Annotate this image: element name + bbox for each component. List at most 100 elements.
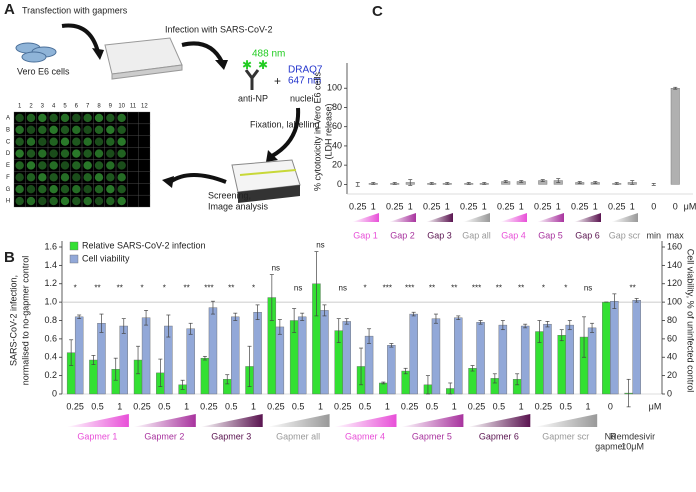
dose-label: 0.25 [460, 201, 478, 211]
well-signal [83, 113, 92, 123]
bar [498, 324, 508, 395]
arrow-head [266, 150, 278, 162]
unit-label: μM [684, 201, 696, 211]
bar [587, 327, 597, 395]
group-label: Gapmer scr [542, 431, 589, 441]
group-label: max [667, 230, 685, 240]
dose-wedge [500, 213, 527, 222]
y-tick-label: 1.4 [44, 260, 57, 270]
y-tick-label: 40 [332, 140, 342, 150]
dose-label: 1 [556, 201, 561, 211]
well-signal [15, 173, 24, 182]
well-signal [15, 137, 24, 146]
y-tick-label: 1.6 [44, 241, 57, 251]
significance-label: ** [94, 283, 100, 292]
significance-label: * [542, 283, 545, 292]
well-signal [38, 173, 47, 182]
bar [253, 312, 262, 395]
dose-label: 1 [117, 401, 122, 411]
well-signal [26, 137, 36, 146]
column-label: 11 [130, 104, 137, 110]
well-signal [83, 125, 92, 135]
dose-label: 1 [593, 201, 598, 211]
bar [670, 88, 680, 185]
fluor-icon: ✱ [258, 58, 268, 72]
well-signal [106, 161, 115, 170]
bar [186, 328, 195, 395]
well-signal [72, 196, 81, 206]
well-signal [38, 196, 47, 206]
dose-label: 0.25 [66, 401, 84, 411]
dose-label: 0.25 [535, 401, 553, 411]
wavelength-label: 488 nm [252, 49, 285, 60]
nuclei-label: nuclei [290, 93, 314, 103]
y-tick-label: 0.8 [44, 315, 57, 325]
error-bar [519, 180, 524, 183]
bar [297, 316, 307, 395]
well-signal [72, 161, 81, 170]
dose-label: 1 [519, 201, 524, 211]
group-label: Gapmer 5 [412, 431, 452, 441]
column-label: 9 [109, 104, 113, 110]
error-bar [500, 320, 505, 331]
error-bar [515, 373, 520, 386]
well-signal [60, 149, 70, 158]
group-label: Gapmer 4 [345, 431, 385, 441]
significance-label: * [363, 283, 366, 292]
group-label: 10μM [621, 441, 644, 451]
bar [231, 316, 240, 395]
group-label: Gap 4 [501, 230, 526, 240]
arrow-head [92, 48, 104, 60]
error-bar [651, 183, 656, 186]
legend-label: Relative SARS-CoV-2 infection [82, 240, 206, 250]
group-label: Remdesivir [610, 431, 655, 441]
dose-label: 0.25 [534, 201, 552, 211]
dose-wedge [426, 213, 453, 222]
dose-wedge [400, 414, 464, 427]
dose-wedge [389, 213, 416, 222]
well-signal [72, 125, 81, 135]
y-tick-label: 0 [52, 388, 57, 398]
well-signal [83, 196, 92, 206]
dose-label: 1 [452, 401, 457, 411]
well-signal [106, 137, 115, 146]
step-label: Screening, [208, 190, 251, 200]
well-signal [26, 125, 36, 135]
group-label: Gap scr [609, 230, 641, 240]
error-bar [99, 313, 104, 333]
row-label: F [6, 175, 10, 181]
error-bar [322, 304, 327, 317]
bar [476, 322, 485, 395]
error-bar [389, 343, 394, 348]
well-signal [49, 113, 58, 123]
significance-label: *** [472, 283, 481, 292]
well-signal [38, 113, 47, 123]
error-bar [158, 358, 163, 387]
bar [320, 310, 329, 395]
well-signal [26, 161, 36, 170]
bar [454, 317, 463, 395]
error-bar [69, 339, 74, 366]
well-signal [49, 196, 58, 206]
well-signal [15, 149, 24, 158]
dose-wedge [132, 414, 196, 427]
well-signal [15, 113, 24, 123]
well-signal [106, 173, 115, 182]
step-label: Infection with SARS-CoV-2 [165, 24, 273, 34]
error-bar [523, 323, 528, 329]
error-bar [673, 86, 678, 90]
error-bar [225, 374, 230, 385]
bar [89, 359, 98, 395]
cells-label: Vero E6 cells [17, 66, 70, 76]
well-signal [60, 125, 70, 135]
antibody-label: anti-NP [238, 93, 268, 103]
dose-label: 0.5 [225, 401, 238, 411]
bar [364, 335, 374, 395]
error-bar [300, 312, 305, 321]
well-signal [117, 137, 126, 146]
dose-label: 0 [608, 401, 613, 411]
well-signal [60, 113, 70, 123]
bar [565, 324, 574, 395]
well-signal [94, 125, 104, 135]
dose-label: 1 [184, 401, 189, 411]
